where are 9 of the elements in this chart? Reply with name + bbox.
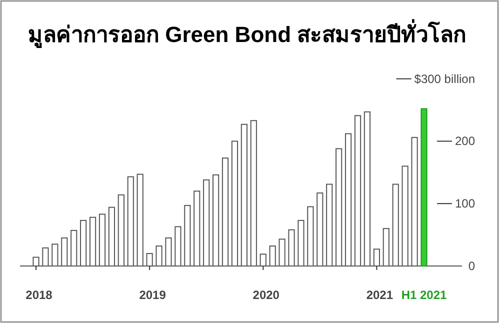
- y-tick-label: 0: [468, 259, 476, 273]
- x-tick-label: 2019: [139, 288, 166, 302]
- x-tick-label: 2021: [366, 288, 394, 302]
- x-tick-label: 2018: [26, 288, 53, 302]
- x-tick-label: H1 2021: [401, 288, 448, 302]
- y-tick-label: 200: [454, 134, 476, 148]
- y-tick-label: 100: [454, 196, 476, 211]
- x-tick-label: 2020: [252, 288, 280, 302]
- y-tick-label: $300 billion: [414, 72, 475, 86]
